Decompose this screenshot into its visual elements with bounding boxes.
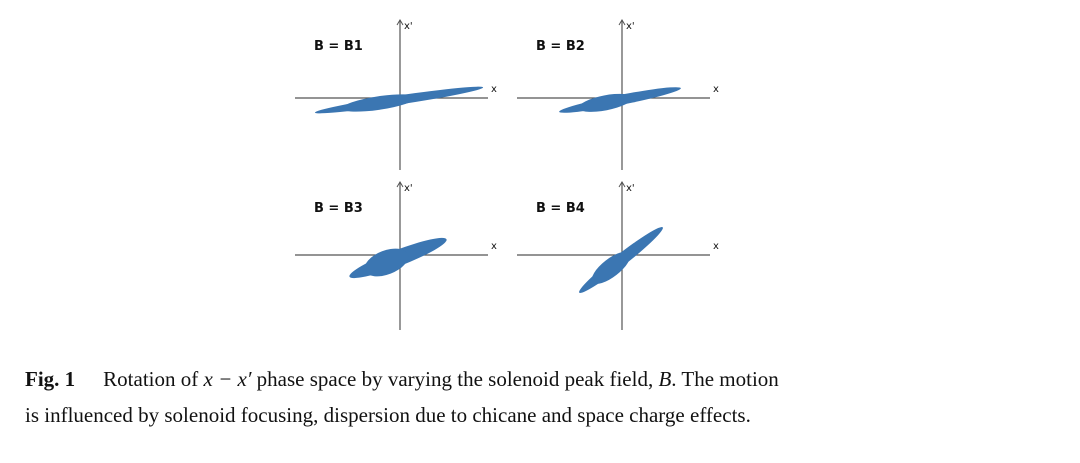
x-axis-label: x [713, 241, 719, 252]
caption-line: is influenced by solenoid focusing, disp… [25, 403, 751, 428]
phase-space-core [341, 94, 416, 112]
figure: x' x B = B1 x' x B = B2 x' x B = B3 x' x B = B4 [295, 19, 719, 330]
y-axis-label: x' [404, 183, 413, 194]
panel-label: B = B2 [536, 39, 585, 54]
phase-space-core [364, 248, 409, 277]
caption-text: phase space by varying the solenoid peak… [251, 367, 659, 391]
y-axis-label: x' [626, 183, 635, 194]
axis-arrow [618, 19, 626, 26]
y-axis-label: x' [404, 21, 413, 32]
panel-label: B = B3 [314, 201, 363, 216]
caption-math: x − x′ [203, 367, 252, 391]
panel-label: B = B1 [314, 39, 363, 54]
caption-text: is influenced by solenoid focusing, disp… [25, 403, 751, 427]
phase-space-core [591, 251, 631, 284]
panel-label: B = B4 [536, 201, 585, 216]
axis-arrow [396, 19, 404, 26]
caption-text: Rotation of [103, 367, 204, 391]
axis-arrow [396, 181, 404, 188]
phase-space-core [578, 93, 633, 112]
x-axis-label: x [491, 84, 497, 95]
y-axis-label: x' [626, 21, 635, 32]
x-axis-label: x [713, 84, 719, 95]
caption-line: Fig. 1 Rotation of x − x′ phase space by … [25, 367, 779, 392]
x-axis-label: x [491, 241, 497, 252]
axis-arrow [618, 181, 626, 188]
caption-text: . The motion [671, 367, 779, 391]
caption-label: Fig. 1 [25, 367, 76, 391]
caption-math: B [658, 367, 672, 391]
